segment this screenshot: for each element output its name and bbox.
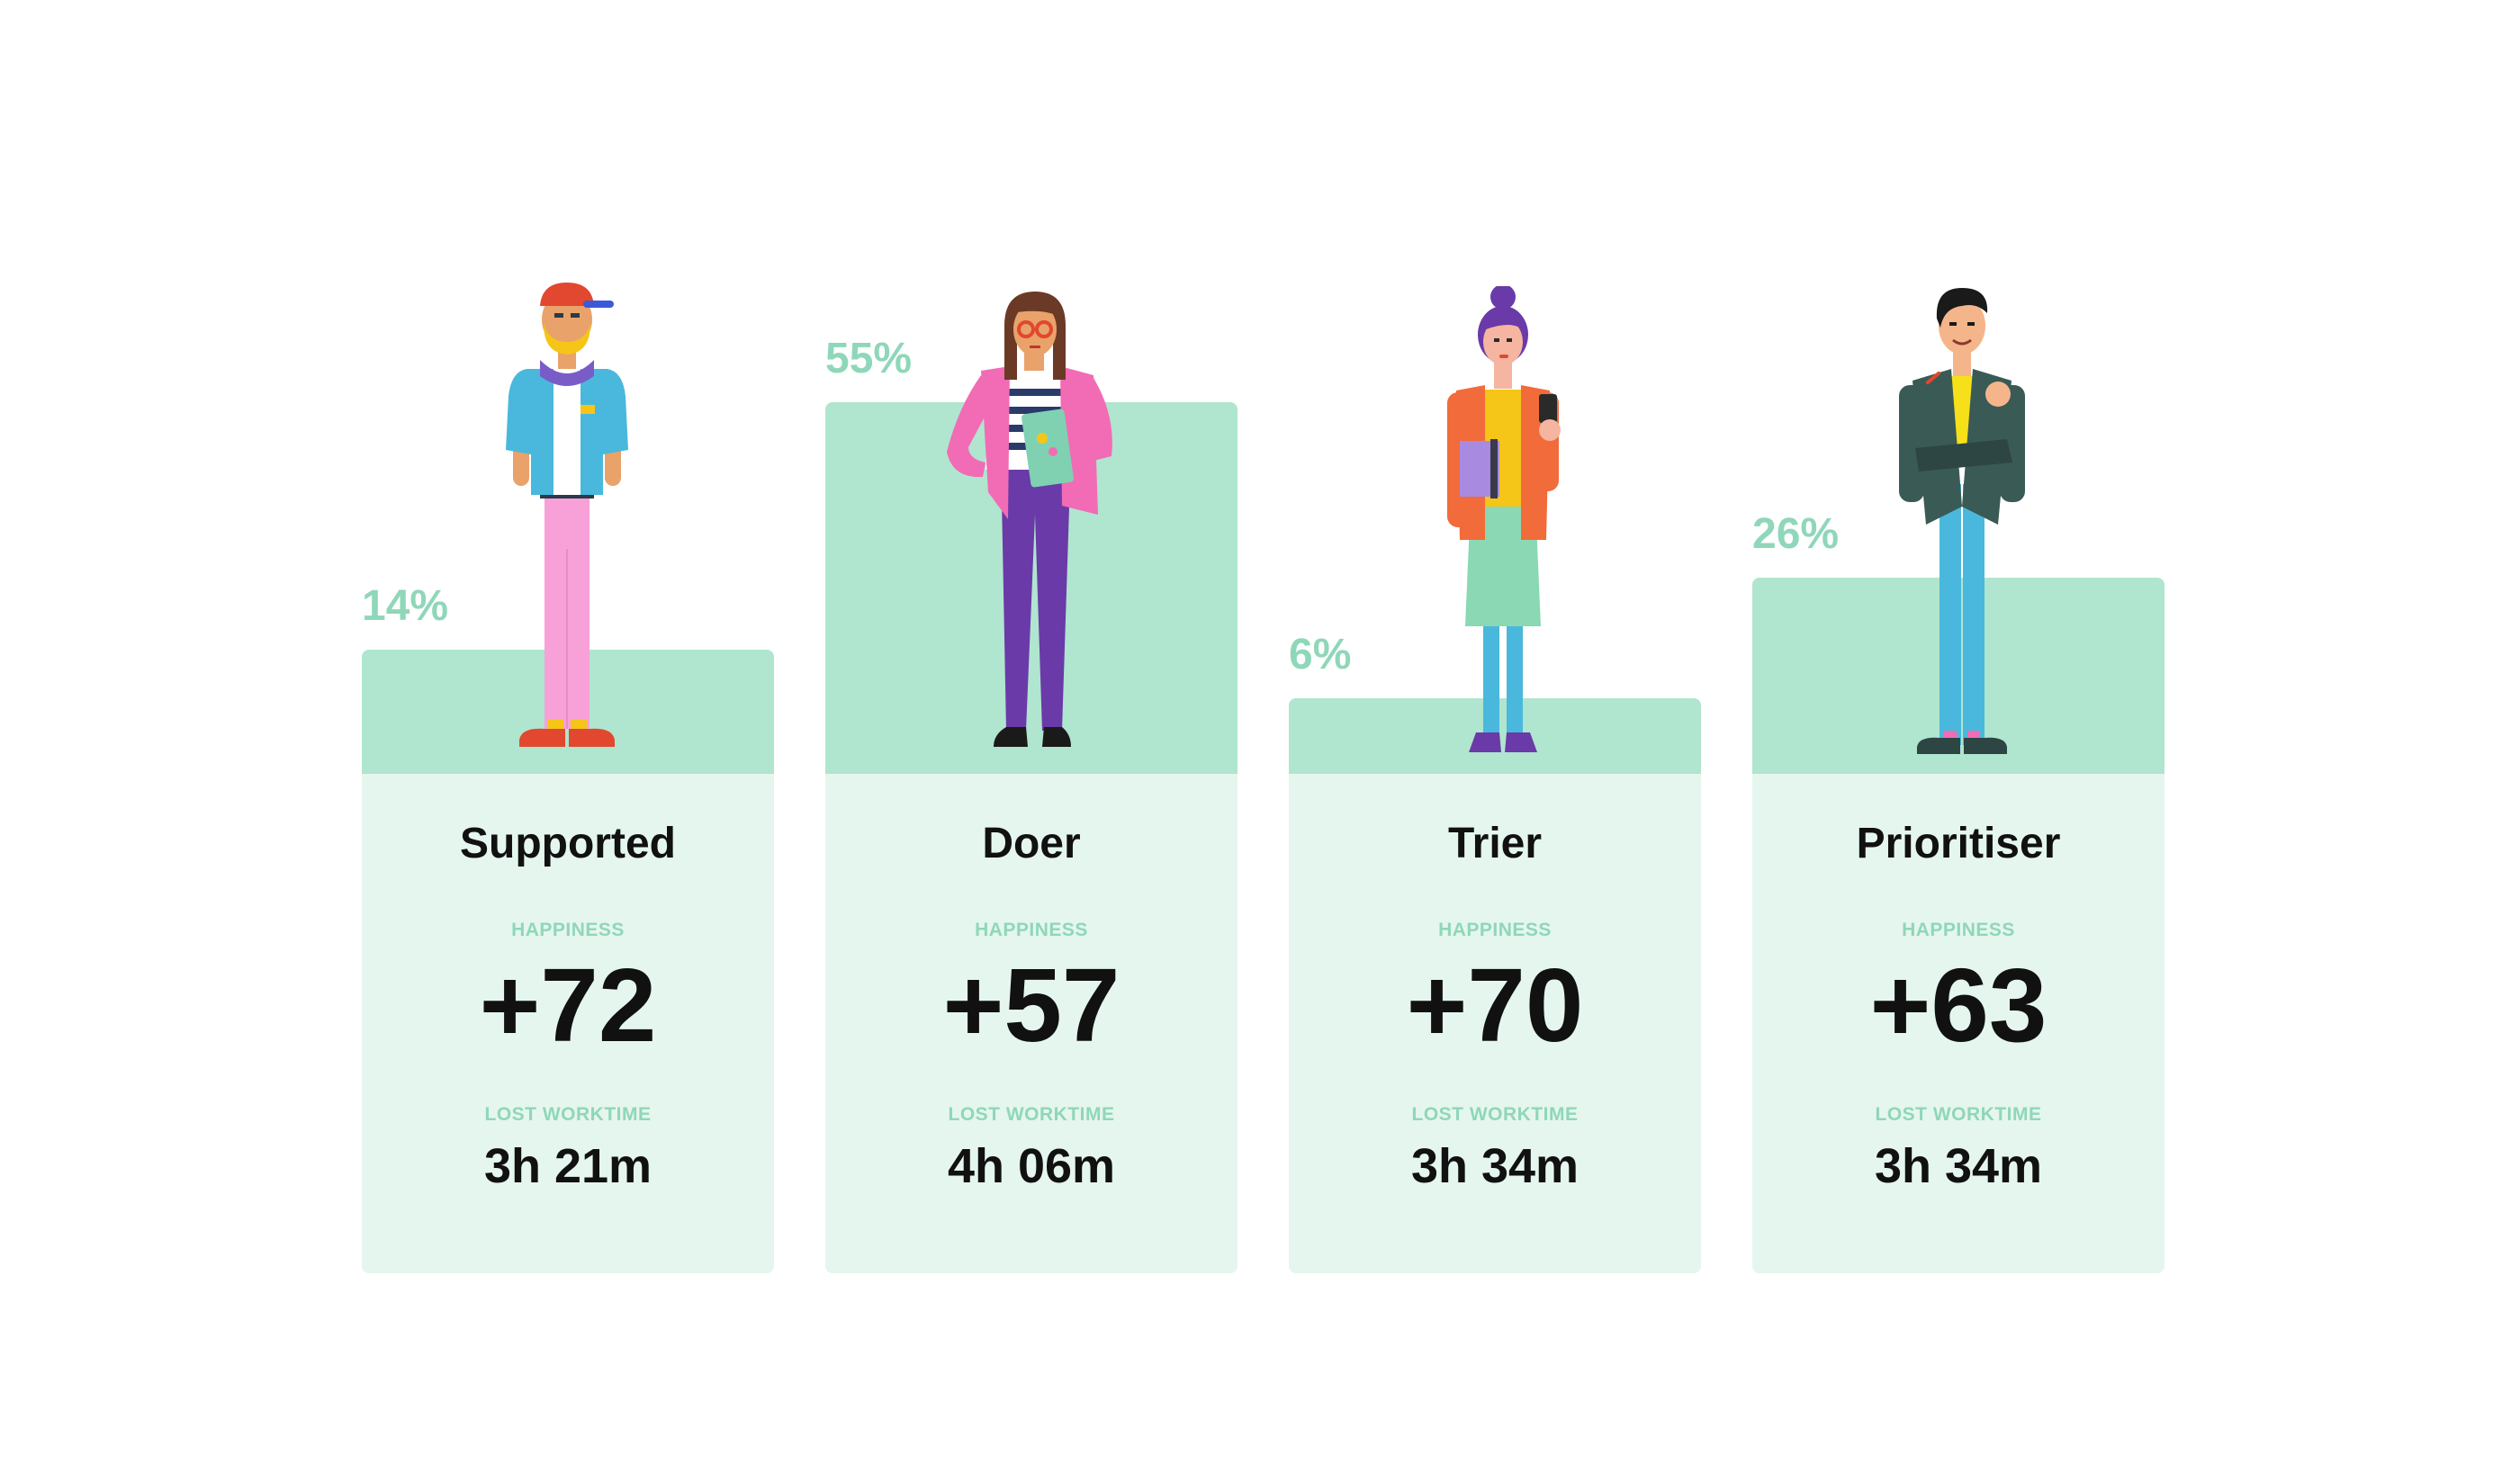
happiness-label: HAPPINESS (511, 920, 625, 940)
happiness-value: +70 (1406, 947, 1584, 1064)
persona-name: Doer (982, 820, 1081, 867)
persona-name: Supported (460, 820, 676, 867)
person-glasses-icon (947, 292, 1112, 747)
persona-card-supported: Supported HAPPINESS +72 LOST WORKTIME 3h… (362, 774, 774, 1273)
person-suit-icon (1899, 288, 2025, 754)
persona-name: Prioritiser (1856, 820, 2061, 867)
persona-card-prioritiser: Prioritiser HAPPINESS +63 LOST WORKTIME … (1752, 774, 2164, 1273)
persona-card-trier: Trier HAPPINESS +70 LOST WORKTIME 3h 34m (1289, 774, 1701, 1273)
percentage-label-prioritiser: 26% (1752, 509, 1840, 558)
person-bun-icon (1447, 286, 1561, 752)
lost-worktime-value: 4h 06m (947, 1139, 1116, 1193)
lost-worktime-label: LOST WORKTIME (1411, 1104, 1579, 1125)
lost-worktime-label: LOST WORKTIME (1875, 1104, 2042, 1125)
happiness-label: HAPPINESS (1438, 920, 1552, 940)
person-cap-icon (506, 283, 628, 747)
happiness-value: +72 (479, 947, 657, 1064)
happiness-label: HAPPINESS (975, 920, 1088, 940)
percentage-label-doer: 55% (825, 335, 913, 382)
percentage-label-supported: 14% (362, 582, 449, 631)
happiness-value: +63 (1869, 947, 2048, 1064)
lost-worktime-value: 3h 34m (1874, 1139, 2043, 1193)
lost-worktime-value: 3h 34m (1410, 1139, 1580, 1193)
persona-card-doer: Doer HAPPINESS +57 LOST WORKTIME 4h 06m (825, 774, 1238, 1273)
percentage-label-trier: 6% (1289, 630, 1352, 678)
persona-name: Trier (1447, 820, 1543, 867)
lost-worktime-label: LOST WORKTIME (948, 1104, 1115, 1125)
lost-worktime-value: 3h 21m (483, 1139, 652, 1193)
lost-worktime-label: LOST WORKTIME (484, 1104, 652, 1125)
happiness-label: HAPPINESS (1902, 920, 2015, 940)
happiness-value: +57 (942, 947, 1120, 1064)
